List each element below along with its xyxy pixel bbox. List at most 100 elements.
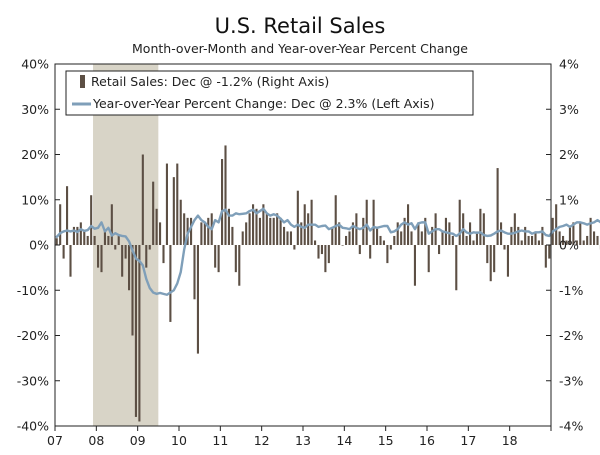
right-tick-label: -1% [559,283,583,298]
bar-retail-sales [245,222,248,246]
bar-retail-sales [172,177,175,246]
legend-label-retail-sales: Retail Sales: Dec @ -1.2% (Right Axis) [91,74,329,89]
bar-retail-sales [513,213,516,245]
x-tick-label: 15 [378,433,394,448]
bar-retail-sales [59,204,62,245]
bar-retail-sales [317,245,320,259]
bar-retail-sales [420,231,423,245]
bar-retail-sales [351,222,354,246]
left-tick-label: 30% [21,102,49,117]
bar-retail-sales [190,217,193,245]
bar-retail-sales [562,235,565,245]
bar-retail-sales [55,238,58,245]
bar-retail-sales [131,245,134,336]
left-tick-label: -20% [17,328,49,343]
bar-retail-sales [169,245,172,322]
bar-retail-sales [327,245,330,264]
bar-retail-sales [148,245,151,250]
bar-retail-sales [289,231,292,245]
bar-retail-sales [255,208,258,245]
bar-retail-sales [496,168,499,245]
bar-retail-sales [431,226,434,245]
bar-retail-sales [524,226,527,245]
bar-retail-sales [76,226,79,245]
bar-retail-sales [224,145,227,245]
bar-retail-sales [568,226,571,245]
bar-retail-sales [417,222,420,246]
legend: Retail Sales: Dec @ -1.2% (Right Axis) Y… [65,70,474,116]
bar-retail-sales [159,222,162,246]
bar-retail-sales [582,240,585,245]
left-tick-label: 0% [29,238,49,253]
bar-retail-sales [503,245,506,250]
bar-retail-sales [389,245,392,250]
bar-retail-sales [324,245,327,273]
bar-retail-sales [314,240,317,245]
bar-retail-sales [279,217,282,245]
x-tick-label: 13 [295,433,311,448]
bar-retail-sales [231,226,234,245]
bar-retail-sales [300,222,303,246]
bar-retail-sales [179,199,182,245]
bar-retail-sales [362,217,365,245]
bar-retail-sales [544,245,547,268]
right-tick-label: 0% [559,238,579,253]
bar-retail-sales [141,154,144,245]
bar-retail-sales [472,240,475,245]
bar-retail-sales [593,231,596,245]
bar-retail-sales [269,217,272,245]
right-tick-label: -4% [559,419,583,434]
bar-retail-sales [579,222,582,246]
bar-retail-sales [334,195,337,245]
monthly-bars-layer [55,145,600,422]
left-axis: -40% -30% -20% -10% 0% 10% 20% 30% 40% [17,57,60,434]
bar-retail-sales [66,186,69,245]
x-tick-label: 09 [130,433,146,448]
bar-retail-sales [589,217,592,245]
bar-retail-sales [155,208,158,245]
bar-retail-sales [355,213,358,245]
bar-retail-sales [365,199,368,245]
bar-retail-sales [252,204,255,245]
bar-retail-sales [193,245,196,300]
bar-retail-sales [369,245,372,259]
bar-retail-sales [103,231,106,245]
left-tick-label: -30% [17,373,49,388]
bar-retail-sales [382,240,385,245]
chart-subtitle: Month-over-Month and Year-over-Year Perc… [132,41,468,56]
bar-retail-sales [320,245,323,255]
bar-retail-sales [338,222,341,246]
bar-retail-sales [128,245,131,291]
bar-retail-sales [176,163,179,245]
bar-retail-sales [458,199,461,245]
bar-retail-sales [596,235,599,245]
bar-retail-sales [427,245,430,273]
bar-retail-sales [227,208,230,245]
bar-retail-sales [293,245,296,250]
bar-retail-sales [303,204,306,245]
bar-retail-sales [183,213,186,245]
bar-retail-sales [345,235,348,245]
bar-retail-sales [90,195,93,245]
bar-retail-sales [283,226,286,245]
bar-retail-sales [424,217,427,245]
bar-retail-sales [510,226,513,245]
bar-retail-sales [110,204,113,245]
bar-retail-sales [79,222,82,246]
right-axis: -4% -3% -2% -1% 0% 1% 2% 3% 4% [546,57,583,434]
bar-retail-sales [86,235,89,245]
bar-retail-sales [482,213,485,245]
bar-retail-sales [296,190,299,245]
bar-retail-sales [221,159,224,245]
bar-retail-sales [124,245,127,259]
bar-retail-sales [114,245,117,250]
bar-retail-sales [386,245,389,264]
bar-retail-sales [162,245,165,264]
bar-retail-sales [107,235,110,245]
bar-retail-sales [276,213,279,245]
x-tick-label: 17 [460,433,476,448]
bar-retail-sales [575,240,578,245]
legend-label-yoy-change: Year-over-Year Percent Change: Dec @ 2.3… [92,96,435,111]
bar-retail-sales [341,245,344,246]
